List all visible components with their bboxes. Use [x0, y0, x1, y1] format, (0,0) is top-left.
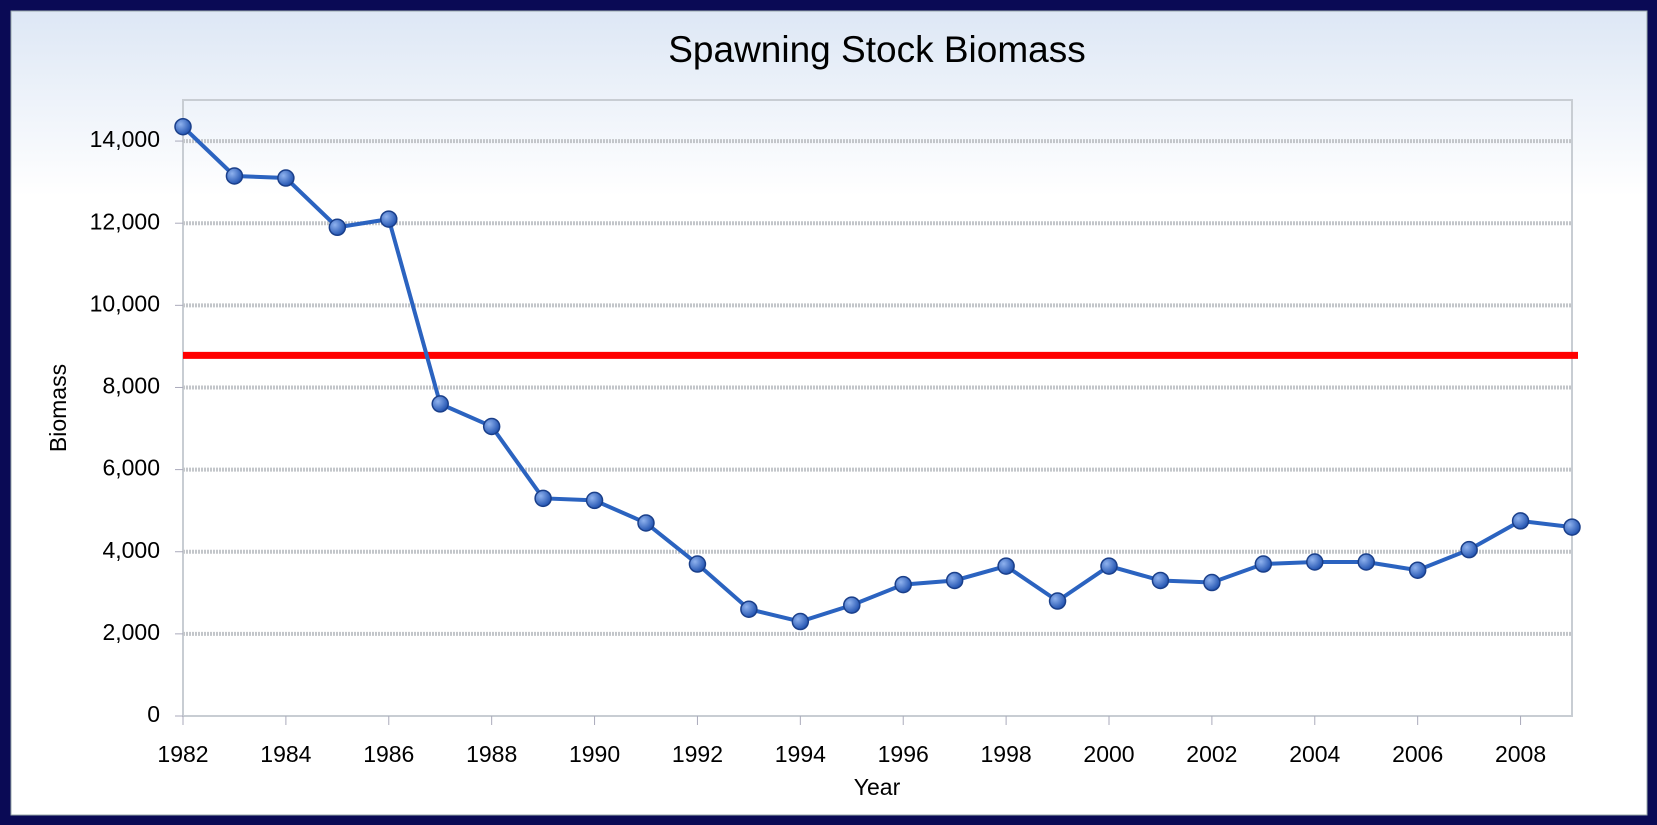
x-tick-label: 2006	[1392, 741, 1443, 767]
x-tick-label: 1992	[672, 741, 723, 767]
data-point	[1151, 571, 1170, 590]
data-point	[225, 167, 244, 185]
data-point	[328, 218, 347, 237]
x-tick-label: 2002	[1186, 741, 1237, 767]
x-tick-label: 2000	[1083, 741, 1134, 767]
x-tick-label: 1982	[157, 741, 208, 767]
data-point	[843, 596, 861, 614]
x-tick-label: 1996	[878, 741, 929, 767]
x-tick-label: 1986	[363, 741, 414, 767]
data-point	[534, 489, 552, 508]
x-tick-label: 1990	[569, 741, 620, 767]
y-tick-label: 4,000	[102, 537, 160, 563]
data-point	[945, 571, 964, 590]
data-point	[997, 557, 1015, 575]
x-tick-label: 1984	[260, 741, 311, 767]
x-axis-label: Year	[854, 774, 901, 800]
data-point	[174, 117, 192, 136]
data-point	[740, 600, 758, 618]
y-tick-label: 6,000	[102, 455, 160, 481]
y-tick-label: 14,000	[90, 126, 160, 152]
y-tick-label: 0	[147, 701, 160, 727]
data-point	[482, 417, 501, 436]
data-point	[894, 575, 912, 594]
chart-title: Spawning Stock Biomass	[668, 29, 1085, 70]
data-point	[380, 210, 398, 228]
data-point	[1254, 555, 1273, 573]
y-tick-label: 8,000	[102, 373, 160, 399]
data-point	[1563, 518, 1581, 536]
data-point	[637, 514, 655, 532]
x-tick-label: 1994	[775, 741, 826, 767]
data-point	[1357, 553, 1375, 571]
y-axis-label: Biomass	[45, 364, 71, 452]
data-point	[1511, 512, 1530, 530]
x-tick-label: 2004	[1289, 741, 1340, 767]
data-point	[791, 612, 810, 631]
y-tick-label: 2,000	[102, 619, 160, 645]
x-tick-label: 1988	[466, 741, 517, 767]
y-tick-label: 12,000	[90, 208, 160, 234]
x-tick-label: 2008	[1495, 741, 1546, 767]
data-point	[1100, 557, 1118, 575]
data-point	[585, 491, 604, 510]
panel	[10, 10, 1648, 816]
data-point	[431, 395, 449, 413]
data-point	[1408, 561, 1427, 579]
data-point	[1306, 553, 1324, 571]
data-line	[181, 125, 1573, 624]
y-tick-label: 10,000	[90, 290, 160, 316]
data-point	[1203, 573, 1221, 592]
data-point	[1460, 540, 1478, 559]
plot-area	[182, 99, 1573, 717]
data-point	[277, 169, 295, 187]
data-point	[1048, 592, 1067, 610]
x-tick-label: 1998	[981, 741, 1032, 767]
data-point	[688, 555, 707, 573]
